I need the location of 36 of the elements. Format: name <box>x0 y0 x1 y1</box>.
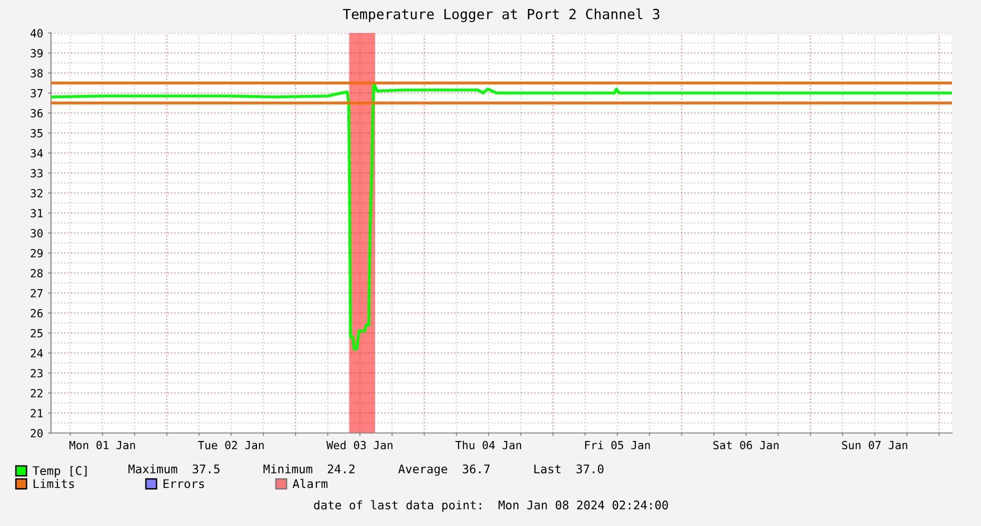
y-tick-label: 31 <box>30 209 43 218</box>
line-series <box>51 82 952 350</box>
y-tick-label: 24 <box>30 349 43 358</box>
y-tick-label: 20 <box>30 429 43 438</box>
x-tick-label: Tue 02 Jan <box>198 440 264 450</box>
y-tick-label: 36 <box>30 109 43 118</box>
y-tick-label: 40 <box>30 29 43 38</box>
y-tick-label: 30 <box>30 229 43 238</box>
y-tick-label: 25 <box>30 329 42 338</box>
legend-label: Temp [C] <box>32 466 87 478</box>
x-tick-label: Sun 07 Jan <box>842 440 908 450</box>
y-tick-label: 32 <box>30 189 42 198</box>
x-tick-label: Fri 05 Jan <box>585 440 650 450</box>
y-tick-label: 21 <box>30 409 43 418</box>
x-tick-label: Sat 06 Jan <box>713 440 779 450</box>
x-tick-label: Wed 03 Jan <box>326 440 392 450</box>
legend-label: Alarm <box>292 478 328 488</box>
y-tick-label: 35 <box>30 129 42 138</box>
x-tick-label: Thu 04 Jan <box>455 440 522 450</box>
text: Maximum 37.5 Minimum 24.2 Average 36.7 Last 37.0 <box>128 464 604 476</box>
x-tick-label: Mon 01 Jan <box>70 440 135 450</box>
legend-label: Errors <box>164 479 204 488</box>
y-tick-label: 33 <box>30 169 43 178</box>
y-tick-label: 29 <box>30 249 43 258</box>
legend-label: Limits <box>34 478 74 488</box>
y-tick-label: 37 <box>30 89 43 98</box>
text: date of last data point: Mon Jan 08 2024 02:24:00 <box>314 500 668 512</box>
chart-title: Temperature Logger at Port 2 Channel 3 <box>342 8 660 22</box>
y-tick-label: 23 <box>30 369 43 378</box>
y-tick-label: 38 <box>30 69 43 78</box>
y-tick-label: 34 <box>30 149 43 158</box>
y-tick-label: 28 <box>30 269 43 278</box>
y-tick-label: 22 <box>30 389 42 398</box>
y-tick-label: 27 <box>30 289 43 298</box>
y-tick-label: 39 <box>30 49 43 58</box>
y-tick-label: 26 <box>30 309 43 318</box>
